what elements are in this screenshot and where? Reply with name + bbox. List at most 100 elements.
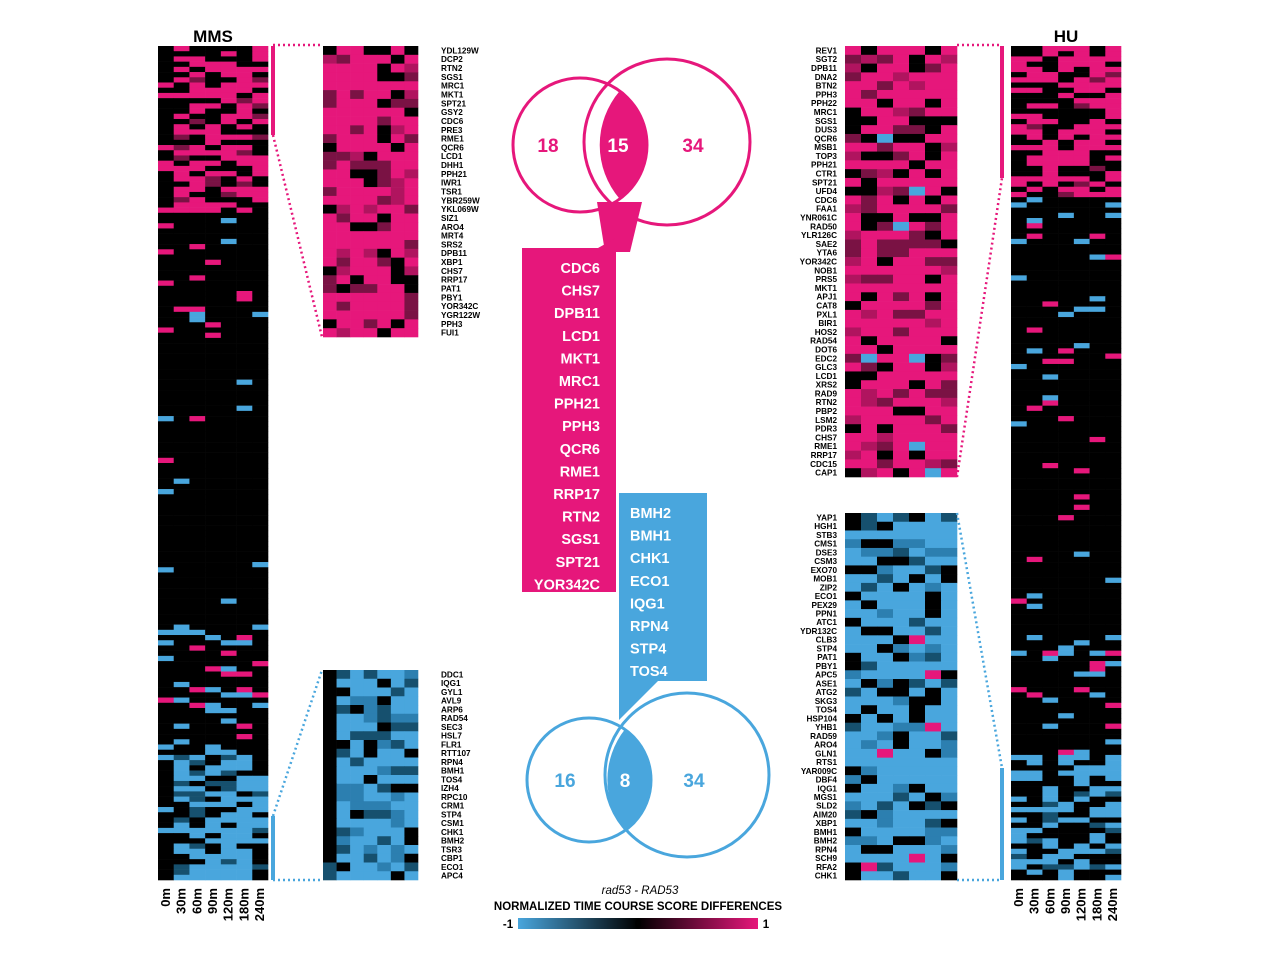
heatmap-cell [236, 191, 253, 198]
heatmap-cell [236, 723, 253, 730]
heatmap-cell [1026, 588, 1043, 594]
heatmap-cell [1073, 494, 1090, 500]
heatmap-cell [236, 593, 253, 599]
heatmap-cell [220, 416, 237, 422]
heatmap-cell [189, 426, 206, 433]
gene-label: CDC15 [810, 460, 837, 469]
heatmap-cell [877, 687, 894, 697]
heatmap-cell [941, 362, 958, 372]
heatmap-cell [377, 775, 392, 785]
heatmap-cell [1026, 457, 1043, 464]
heatmap-cell [1105, 687, 1122, 693]
heatmap-cell [925, 600, 942, 610]
heatmap-cell [1026, 619, 1043, 625]
venn-pos-right-circle [582, 57, 752, 227]
heatmap-cell [336, 722, 351, 732]
heatmap-cell [236, 150, 253, 156]
heatmap-cell [1011, 358, 1028, 365]
heatmap-cell [252, 129, 269, 135]
heatmap-cell [941, 230, 958, 240]
heatmap-cell [893, 775, 910, 785]
heatmap-cell [1058, 546, 1075, 552]
heatmap-cell [1105, 46, 1122, 52]
heatmap-cell [173, 244, 190, 250]
gene-label: DBF4 [816, 776, 838, 785]
heatmap-cell [236, 171, 253, 177]
time-tick-label: 0m [1011, 888, 1026, 907]
venn-downregulated: 16 8 34 [525, 691, 771, 859]
heatmap-cell [236, 869, 253, 876]
heatmap-cell [336, 143, 351, 153]
heatmap-cell [845, 521, 862, 531]
heatmap-cell [877, 371, 894, 381]
heatmap-cell [236, 212, 253, 219]
heatmap-cell [909, 450, 926, 460]
heatmap-cell [404, 160, 419, 170]
heatmap-cell [1011, 588, 1028, 594]
heatmap-cell [158, 77, 175, 83]
heatmap-cell [323, 107, 337, 117]
heatmap-cell [877, 125, 894, 135]
heatmap-cell [877, 609, 894, 619]
heatmap-cell [893, 513, 910, 523]
heatmap-cell [1026, 713, 1043, 719]
heatmap-cell [189, 864, 206, 870]
heatmap-cell [1105, 103, 1122, 109]
heatmap-cell [1073, 702, 1090, 709]
heatmap-cell [404, 81, 419, 91]
heatmap-cell [158, 72, 175, 78]
heatmap-cell [925, 353, 942, 363]
heatmap-cell [363, 195, 378, 206]
heatmap-cell [189, 202, 206, 208]
heatmap-cell [173, 468, 190, 474]
gene-label: BIR1 [818, 319, 837, 328]
heatmap-cell [1042, 384, 1059, 391]
heatmap-cell [1089, 218, 1106, 224]
heatmap-cell [1042, 786, 1059, 792]
heatmap-cell [1089, 238, 1106, 245]
heatmap-cell [336, 46, 351, 56]
heatmap-cell [220, 650, 237, 657]
heatmap-cell [236, 859, 253, 865]
heatmap-cell [189, 749, 206, 756]
heatmap-cell [1089, 275, 1106, 281]
heatmap-cell [1026, 614, 1043, 620]
heatmap-cell [1042, 791, 1059, 797]
heatmap-cell [205, 598, 222, 605]
heatmap-cell [941, 169, 958, 179]
heatmap-cell [1026, 436, 1043, 443]
heatmap-cell [1073, 817, 1090, 823]
gene-label: HSL7 [441, 732, 462, 741]
heatmap-cell [363, 125, 378, 135]
heatmap-cell [845, 415, 862, 425]
heatmap-cell [861, 389, 878, 399]
heatmap-cell [363, 731, 378, 741]
heatmap-cell [861, 539, 878, 549]
heatmap-cell [189, 494, 206, 500]
heatmap-cell [1026, 796, 1043, 803]
heatmap-cell [173, 108, 190, 115]
heatmap-cell [1011, 238, 1028, 245]
heatmap-cell [1058, 874, 1075, 881]
heatmap-cell [158, 165, 175, 172]
gene-label: CDC6 [815, 196, 838, 205]
heatmap-cell [1058, 181, 1075, 188]
gene-label: CAT8 [816, 302, 837, 311]
heatmap-cell [252, 186, 269, 193]
heatmap-cell [236, 734, 253, 740]
heatmap-cell [220, 322, 237, 328]
heatmap-cell [1026, 520, 1043, 526]
heatmap-cell [1058, 264, 1075, 271]
heatmap-cell [236, 478, 253, 485]
heatmap-cell [158, 791, 175, 797]
heatmap-cell [1042, 160, 1059, 167]
heatmap-cell [941, 818, 958, 828]
heatmap-cell [1089, 296, 1106, 302]
heatmap-cell [220, 212, 237, 219]
heatmap-cell [336, 292, 351, 303]
heatmap-cell [158, 754, 175, 761]
heatmap-cell [189, 191, 206, 198]
heatmap-cell [1042, 311, 1059, 318]
gene-label: PPH3 [816, 90, 838, 99]
heatmap-cell [909, 635, 926, 645]
